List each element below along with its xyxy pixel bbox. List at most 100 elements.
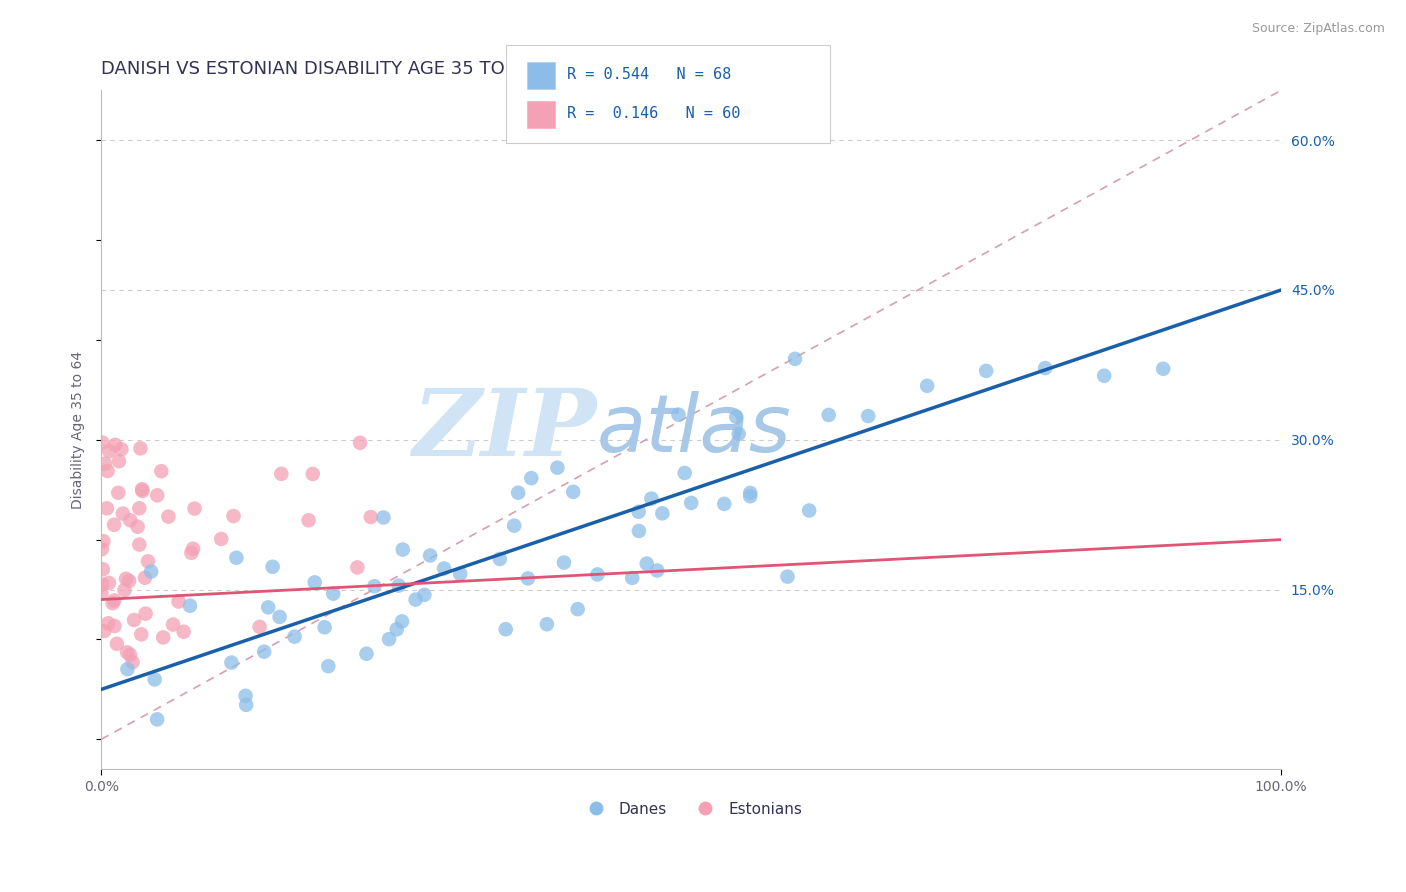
Point [562,484,585,499]
Point [108,454,131,468]
Point [143,673,166,687]
Text: atlas: atlas [596,391,792,469]
Point [235,698,257,712]
Point [314,620,336,634]
Point [107,485,129,500]
Point [488,552,510,566]
Point [90,586,112,600]
Point [181,541,204,556]
Point [249,620,271,634]
Point [134,571,156,585]
Point [122,613,145,627]
Point [553,556,575,570]
Point [111,507,134,521]
Point [127,519,149,533]
Point [536,617,558,632]
Point [776,569,799,583]
Point [105,637,128,651]
Point [270,467,292,481]
Point [97,464,120,478]
Point [257,600,280,615]
Point [301,467,323,481]
Point [363,579,385,593]
Text: R =  0.146   N = 60: R = 0.146 N = 60 [567,106,740,120]
Point [713,497,735,511]
Point [253,645,276,659]
Point [627,505,650,519]
Point [235,689,257,703]
Point [433,561,456,575]
Point [725,409,748,424]
Point [135,607,157,621]
Point [131,482,153,496]
Point [495,622,517,636]
Legend: Danes, Estonians: Danes, Estonians [575,796,808,822]
Point [152,631,174,645]
Point [740,486,762,500]
Point [162,617,184,632]
Point [103,593,125,607]
Point [115,572,138,586]
Point [349,435,371,450]
Point [173,624,195,639]
Point [103,619,125,633]
Point [129,627,152,641]
Point [727,426,749,441]
Point [621,571,644,585]
Point [262,559,284,574]
Point [503,518,526,533]
Point [131,483,153,498]
Point [118,574,141,588]
Point [150,464,173,478]
Point [391,615,413,629]
Text: ZIP: ZIP [412,384,596,475]
Point [508,485,530,500]
Point [98,576,121,591]
Point [322,587,344,601]
Point [627,524,650,538]
Point [90,542,112,557]
Point [91,435,114,450]
Point [668,408,690,422]
Point [517,571,540,585]
Point [651,507,673,521]
Point [118,648,141,662]
Point [915,378,938,392]
Text: DANISH VS ESTONIAN DISABILITY AGE 35 TO 64 CORRELATION CHART: DANISH VS ESTONIAN DISABILITY AGE 35 TO … [101,60,734,78]
Point [413,588,436,602]
Point [93,624,115,638]
Point [269,610,291,624]
Point [391,542,413,557]
Point [222,509,245,524]
Text: Source: ZipAtlas.com: Source: ZipAtlas.com [1251,22,1385,36]
Point [97,616,120,631]
Point [157,509,180,524]
Point [117,662,139,676]
Point [225,550,247,565]
Point [546,460,568,475]
Point [378,632,401,647]
Point [103,517,125,532]
Point [1152,361,1174,376]
Point [346,560,368,574]
Point [419,549,441,563]
Point [385,623,408,637]
Point [98,444,121,458]
Point [586,567,609,582]
Point [91,534,114,549]
Point [120,513,142,527]
Point [180,546,202,560]
Point [356,647,378,661]
Point [139,565,162,579]
Point [94,457,117,471]
Point [101,596,124,610]
Point [360,510,382,524]
Point [297,513,319,527]
Point [645,564,668,578]
Point [318,659,340,673]
Point [817,408,839,422]
Point [146,488,169,502]
Point [96,501,118,516]
Point [91,562,114,576]
Point [740,489,762,503]
